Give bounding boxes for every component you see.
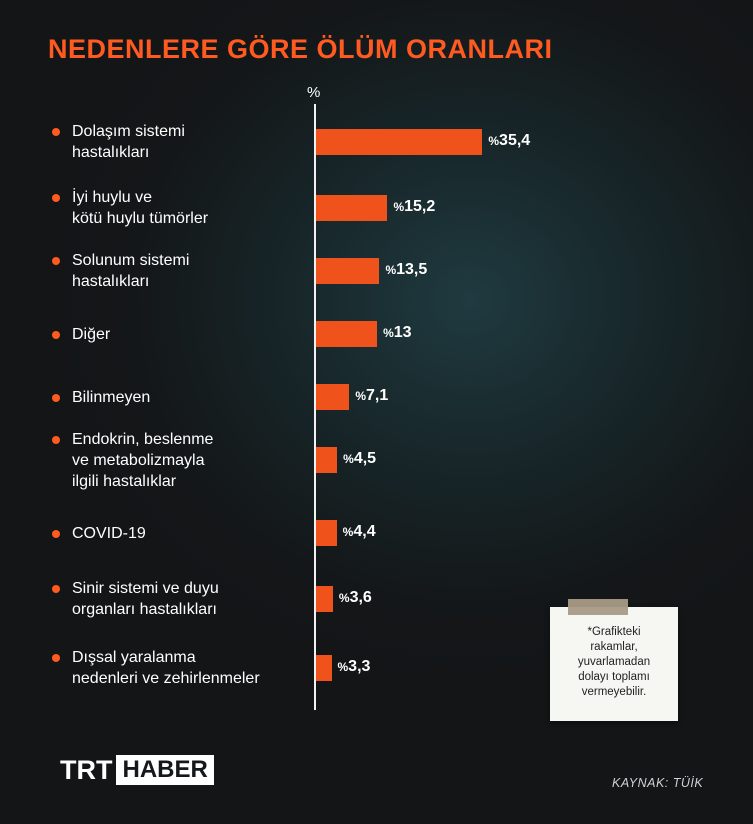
bar <box>316 447 338 473</box>
footnote-line: vermeyebilir. <box>581 686 647 698</box>
source-label: KAYNAK: TÜİK <box>612 776 704 790</box>
bullet-dot <box>52 128 60 136</box>
tape-decoration <box>568 599 628 615</box>
category-label: Diğer <box>72 324 307 345</box>
bullet-dot <box>52 194 60 202</box>
bar <box>316 129 483 155</box>
data-label-value: 3,3 <box>348 658 371 675</box>
bar <box>316 321 378 347</box>
data-label: %13,5 <box>385 261 427 279</box>
bar <box>316 384 350 410</box>
data-label: %4,4 <box>343 523 376 541</box>
data-label: %3,6 <box>339 589 372 607</box>
category-label-line: Bilinmeyen <box>72 388 151 406</box>
data-label-value: 4,5 <box>353 450 377 467</box>
logo-haber-text: HABER <box>116 755 214 785</box>
category-label-line: hastalıkları <box>72 144 150 161</box>
y-axis-line <box>314 104 316 710</box>
bullet-dot <box>52 529 60 538</box>
category-label: İyi huylu ve kötü huylu tümörler <box>72 187 307 229</box>
data-label-value: 35,4 <box>499 132 531 149</box>
data-label-prefix: % <box>393 200 405 214</box>
category-label-line: organları hastalıkları <box>72 601 217 618</box>
data-label-value: 13,5 <box>396 261 428 278</box>
data-label: %4,5 <box>343 450 376 468</box>
data-label: %7,1 <box>355 387 388 405</box>
footnote-card: *Grafikteki rakamlar, yuvarlamadan dolay… <box>550 607 678 721</box>
data-label-prefix: % <box>338 591 350 605</box>
bullet-dot <box>52 393 60 402</box>
data-label-value: 13 <box>393 324 412 341</box>
data-label-value: 4,4 <box>353 523 376 540</box>
category-label-line: ilgili hastalıklar <box>72 472 177 490</box>
trt-haber-logo: TRT HABER <box>60 754 214 786</box>
chart-title: NEDENLERE GÖRE ÖLÜM ORANLARI <box>48 34 553 64</box>
category-label-line: İyi huylu ve <box>72 189 153 206</box>
category-label-line: Dışsal yaralanma <box>72 649 196 666</box>
footnote-line: rakamlar, <box>590 641 638 653</box>
category-label-line: ve metabolizmayla <box>72 451 205 469</box>
category-label-line: hastalıkları <box>72 273 150 290</box>
data-label-value: 7,1 <box>366 387 389 404</box>
category-label-line: kötü huylu tümörler <box>72 210 209 227</box>
category-label: Endokrin, beslenme ve metabolizmayla ilgil… <box>72 429 307 492</box>
category-label: Sinir sistemi ve duyu organları hastalıkl… <box>72 578 307 620</box>
footnote-line: *Grafikteki <box>587 626 641 638</box>
category-label: Dolaşım sistemi hastalıkları <box>72 121 307 163</box>
bar <box>316 520 337 546</box>
category-label-line: Endokrin, beslenme <box>72 430 214 448</box>
category-label: Dışsal yaralanma nedenleri ve zehirlenmel… <box>72 647 307 689</box>
data-label: %13 <box>383 324 411 342</box>
data-label-prefix: % <box>337 660 349 674</box>
footnote-text: *Grafikteki rakamlar, yuvarlamadan dolay… <box>558 625 670 700</box>
data-label: %35,4 <box>488 132 530 150</box>
footnote-line: yuvarlamadan <box>577 656 651 668</box>
data-label-prefix: % <box>385 263 397 277</box>
data-label: %15,2 <box>393 198 435 216</box>
category-label: COVID-19 <box>72 523 307 544</box>
data-label-value: 15,2 <box>404 198 436 215</box>
data-label: %3,3 <box>338 658 371 676</box>
category-label: Solunum sistemi hastalıkları <box>72 250 307 292</box>
bar <box>316 586 333 612</box>
bar <box>316 258 380 284</box>
bullet-dot <box>52 257 60 265</box>
logo-trt-text: TRT <box>60 754 113 785</box>
bullet-dot <box>52 654 60 662</box>
category-label-line: Solunum sistemi <box>72 252 190 269</box>
category-label-line: Diğer <box>72 325 111 343</box>
category-label-line: Sinir sistemi ve duyu <box>72 580 219 597</box>
bullet-dot <box>52 330 60 339</box>
unit-header: % <box>307 84 321 101</box>
footnote-line: dolayı toplamı <box>578 671 650 683</box>
data-label-prefix: % <box>342 525 354 539</box>
category-label-line: COVID-19 <box>72 524 146 542</box>
bullet-dot <box>52 585 60 593</box>
data-label-value: 3,6 <box>349 589 372 606</box>
data-label-prefix: % <box>343 452 354 466</box>
bar <box>316 655 332 681</box>
bar <box>316 195 388 221</box>
category-label: Bilinmeyen <box>72 387 307 408</box>
category-label-line: nedenleri ve zehirlenmeler <box>72 670 260 687</box>
data-label-prefix: % <box>383 326 394 340</box>
data-label-prefix: % <box>355 389 367 403</box>
category-label-line: Dolaşım sistemi <box>72 123 185 140</box>
bullet-dot <box>52 435 60 444</box>
data-label-prefix: % <box>488 134 500 148</box>
